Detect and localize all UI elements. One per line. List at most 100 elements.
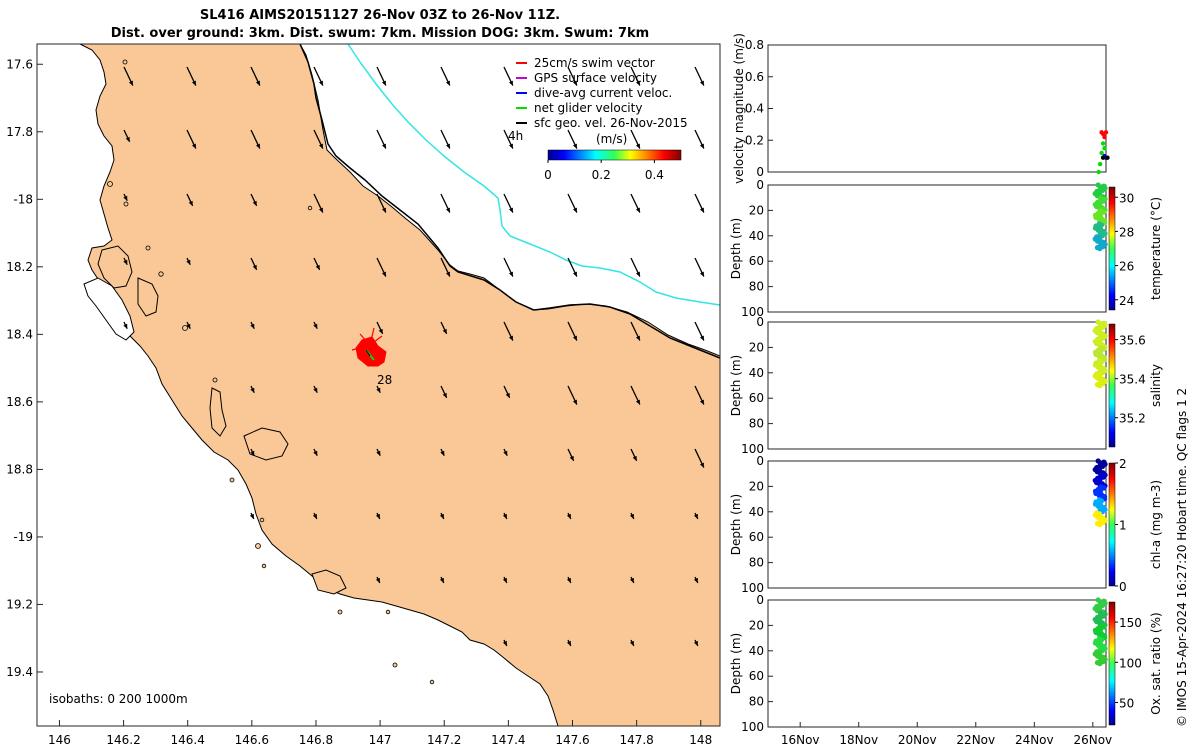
velocity-point bbox=[1103, 130, 1109, 135]
legend-label: dive-avg current veloc. bbox=[534, 86, 672, 100]
velocity-arrow-head bbox=[693, 577, 698, 583]
velocity-arrow-head bbox=[445, 80, 450, 86]
map-y-tick-label: 18.4 bbox=[6, 327, 33, 341]
velocity-arrow-head bbox=[186, 323, 191, 329]
colorbar-label: (m/s) bbox=[596, 132, 627, 146]
profile-colorbar bbox=[1108, 601, 1116, 726]
depth-tick-label: 0 bbox=[756, 315, 764, 329]
depth-tick-label: 100 bbox=[741, 442, 764, 456]
colorbar-tick-label: 150 bbox=[1119, 616, 1142, 630]
velocity-point bbox=[1097, 161, 1103, 167]
map-y-tick-label: -19 bbox=[13, 530, 33, 544]
map-x-tick-label: 146.4 bbox=[171, 733, 205, 747]
velocity-arrow-head bbox=[635, 207, 640, 213]
velocity-arrow-head bbox=[252, 264, 257, 270]
profile-panel-frame bbox=[767, 184, 1107, 313]
colorbar-tick-label: 35.4 bbox=[1119, 373, 1146, 387]
depth-tick-label: 20 bbox=[749, 340, 764, 354]
map-x-ticks: 146 146.2 146.4 146.6 146.8 147 147.2 147.4 147.… bbox=[48, 720, 712, 747]
colorbar-tick-label: 0 bbox=[1119, 580, 1127, 594]
map-x-tick-label: 147.2 bbox=[427, 733, 461, 747]
velocity-arrow-head bbox=[188, 200, 193, 206]
velocity-point bbox=[1100, 141, 1106, 146]
velocity-arrow-head bbox=[318, 80, 323, 86]
velocity-point bbox=[1105, 155, 1110, 160]
velocity-arrow-head bbox=[376, 450, 381, 456]
velocity-arrow-head bbox=[572, 143, 577, 149]
velocity-arrow-head bbox=[442, 328, 447, 334]
velocity-y-tick-label: 0.8 bbox=[745, 38, 764, 52]
velocity-arrow-head bbox=[635, 271, 640, 277]
depth-ylabel: Depth (m) bbox=[729, 218, 743, 279]
colorbar-tick-label: 100 bbox=[1119, 656, 1142, 670]
velocity-arrow-head bbox=[699, 207, 704, 213]
velocity-arrow-head bbox=[445, 207, 450, 213]
map-panel: 28 4h isobaths: 0 200 1000m 25cm/s swim … bbox=[6, 43, 721, 747]
time-axis-ticks: 16Nov 18Nov 20Nov 22Nov 24Nov 26Nov bbox=[781, 722, 1112, 747]
velocity-arrow-head bbox=[502, 640, 507, 646]
depth-ylabel: Depth (m) bbox=[729, 494, 743, 555]
velocity-point bbox=[1096, 169, 1101, 175]
map-x-tick-label: 148 bbox=[689, 733, 712, 747]
velocity-ylabel: velocity magnitude (m/s) bbox=[732, 33, 746, 184]
depth-tick-label: 20 bbox=[749, 479, 764, 493]
velocity-arrow-head bbox=[445, 143, 450, 149]
map-y-tick-label: 19.2 bbox=[6, 597, 33, 611]
map-y-tick-label: -18 bbox=[13, 192, 33, 206]
velocity-arrow-head bbox=[508, 271, 513, 277]
elapsed-label: 4h bbox=[508, 129, 523, 143]
velocity-arrow-head bbox=[249, 513, 254, 519]
velocity-arrow-head bbox=[566, 640, 571, 646]
velocity-arrow-head bbox=[381, 80, 386, 86]
velocity-point bbox=[1102, 145, 1107, 151]
velocity-arrow-head bbox=[566, 577, 571, 583]
depth-tick-label: 0 bbox=[756, 454, 764, 468]
depth-tick-label: 80 bbox=[749, 556, 764, 570]
velocity-arrow-head bbox=[186, 259, 191, 265]
velocity-arrow-head bbox=[635, 399, 640, 405]
land-island-3 bbox=[209, 387, 227, 437]
velocity-y-tick-label: 0.6 bbox=[745, 70, 764, 84]
time-tick-label: 26Nov bbox=[1073, 733, 1112, 747]
depth-tick-label: 60 bbox=[749, 254, 764, 268]
map-y-tick-label: 18.6 bbox=[6, 395, 33, 409]
velocity-arrow-head bbox=[629, 513, 634, 519]
colorbar-tick-label: 50 bbox=[1119, 696, 1134, 710]
velocity-arrow-head bbox=[699, 462, 704, 468]
profile-panel-frame bbox=[767, 321, 1107, 450]
map-y-ticks: 17.6 17.8 -18 18.2 18.4 18.6 18.8 -19 19.2 19.4 bbox=[6, 57, 43, 679]
colorbar-label: salinity bbox=[1149, 364, 1163, 407]
map-x-tick-label: 147.4 bbox=[491, 733, 525, 747]
velocity-arrow-head bbox=[508, 80, 513, 86]
legend-label: net glider velocity bbox=[534, 101, 642, 115]
colorbar-tick-label: 35.6 bbox=[1119, 334, 1146, 348]
depth-tick-label: 20 bbox=[749, 203, 764, 217]
depth-tick-label: 40 bbox=[749, 229, 764, 243]
velocity-arrow-head bbox=[503, 450, 508, 456]
credit-text: © IMOS 15-Apr-2024 16:27:20 Hobart time.… bbox=[1175, 387, 1189, 727]
velocity-arrow-head bbox=[318, 207, 323, 213]
velocity-arrow-head bbox=[629, 640, 634, 646]
colorbar-tick-label: 0.4 bbox=[645, 168, 664, 182]
colorbar-tick-label: 0.2 bbox=[592, 168, 611, 182]
velocity-arrow-head bbox=[445, 271, 450, 277]
colorbar-tick-label: 28 bbox=[1119, 225, 1134, 239]
land-mainland bbox=[37, 44, 720, 726]
depth-tick-label: 60 bbox=[749, 530, 764, 544]
velocity-arrow-head bbox=[572, 80, 577, 86]
velocity-arrow-head bbox=[381, 143, 386, 149]
colorbar-tick-label: 0 bbox=[544, 168, 552, 182]
velocity-arrow-head bbox=[191, 80, 196, 86]
profile-panel-frame bbox=[767, 599, 1107, 728]
velocity-arrow-head bbox=[569, 455, 574, 461]
velocity-arrow-head bbox=[313, 387, 318, 393]
velocity-arrow-head bbox=[252, 200, 257, 206]
map-x-tick-label: 146.8 bbox=[299, 733, 333, 747]
colorbar-label: temperature (°C) bbox=[1149, 197, 1163, 300]
time-tick-label: 24Nov bbox=[1015, 733, 1054, 747]
map-x-tick-label: 147.6 bbox=[555, 733, 589, 747]
velocity-y-tick-label: 0.2 bbox=[745, 133, 764, 147]
velocity-arrow-head bbox=[502, 577, 507, 583]
